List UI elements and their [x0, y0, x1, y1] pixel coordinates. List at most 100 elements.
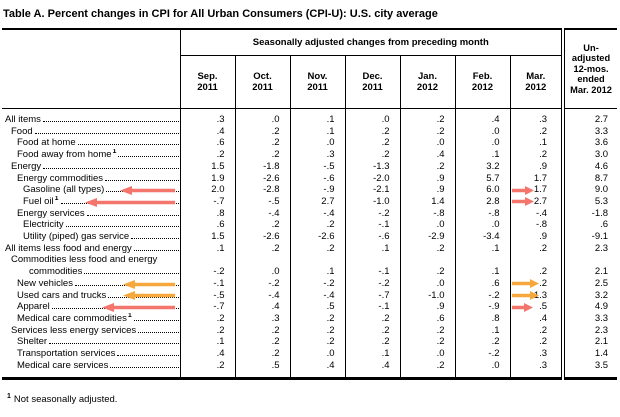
value-jan-2012: .2	[399, 125, 455, 138]
value-jan-2012: .9	[399, 301, 455, 313]
col-header-jan-2012: Jan. 2012	[399, 55, 455, 109]
value-oct-2011: -2.6	[234, 172, 290, 185]
table-row: Energy services .8 -.4 -.4 -.2 -.8 -.8 -.4 -1.8	[2, 207, 618, 220]
value-feb-2012: -3.4	[454, 231, 510, 243]
value-dec-2011: -2.0	[344, 172, 400, 185]
row-label: Services less energy services	[2, 325, 180, 337]
value-oct-2011: .0	[234, 108, 290, 126]
value-jan-2012: .2	[399, 336, 455, 349]
row-label: Commodities less food and energy commodit…	[2, 254, 180, 277]
value-oct-2011: .2	[234, 219, 290, 232]
value-nov-2011: .5	[289, 301, 345, 313]
value-unadjusted-12mo: -9.1	[561, 231, 618, 243]
value-dec-2011: .2	[344, 125, 400, 138]
value-jan-2012: -.8	[399, 207, 455, 220]
value-dec-2011: -.7	[344, 289, 400, 302]
value-oct-2011: .2	[234, 125, 290, 138]
value-sep-2011: -.7	[179, 301, 235, 313]
value-mar-2012: .3	[509, 348, 564, 360]
value-sep-2011: -.5	[179, 289, 235, 302]
value-dec-2011: -.6	[344, 231, 400, 243]
value-mar-2012: .3	[509, 359, 564, 379]
table-row: Services less energy services .2.2.2.2.2.…	[2, 324, 618, 337]
value-unadjusted-12mo: 2.3	[561, 324, 618, 337]
footnote-ref: 1	[54, 195, 59, 202]
value-feb-2012: .1	[454, 149, 510, 161]
table-row: Transportation services .4.2.0.1.0 -.2.3 1.…	[2, 348, 618, 360]
value-mar-2012: .2	[509, 336, 564, 349]
value-mar-2012: .2	[509, 254, 564, 278]
row-label: Food away from home1	[2, 149, 180, 161]
value-unadjusted-12mo: 1.4	[561, 348, 618, 360]
value-unadjusted-12mo: 2.7	[561, 108, 618, 126]
value-nov-2011: -.2	[289, 277, 345, 290]
row-label: Electricity	[2, 219, 180, 231]
value-mar-2012: -.4	[509, 207, 564, 220]
value-sep-2011: .6	[179, 137, 235, 150]
table-row: Food .4.2.1.2.2.0.2 3.3	[2, 125, 618, 138]
value-jan-2012: .0	[399, 277, 455, 290]
table-row: Used cars and trucks -.5 -.4 -.4 -.7 -1.0 -.2 1…	[2, 289, 618, 302]
row-label: Medical care services	[2, 360, 180, 379]
dot-leader	[105, 179, 179, 181]
value-dec-2011: .2	[344, 324, 400, 337]
value-dec-2011: -.1	[344, 301, 400, 313]
value-oct-2011: .2	[234, 324, 290, 337]
value-unadjusted-12mo: 3.0	[561, 149, 618, 161]
value-mar-2012: .2	[509, 242, 564, 255]
value-oct-2011: -2.6	[234, 231, 290, 243]
table-row: All items .3.0.1.0.2.4.3 2.7	[2, 108, 618, 126]
value-mar-2012: .2	[509, 324, 564, 337]
row-label: All items less food and energy	[2, 243, 180, 255]
table-row: Gasoline (all types) 2.0 -2.8 -.9 -2.1.9 6.0 1…	[2, 184, 618, 196]
value-mar-2012: .4	[509, 312, 564, 325]
value-unadjusted-12mo: 2.1	[561, 336, 618, 349]
value-jan-2012: .9	[399, 172, 455, 185]
table-title: Table A. Percent changes in CPI for All …	[3, 8, 438, 20]
value-dec-2011: .2	[344, 312, 400, 325]
value-feb-2012: .8	[454, 312, 510, 325]
value-jan-2012: .4	[399, 149, 455, 161]
value-nov-2011: .0	[289, 348, 345, 360]
value-jan-2012: .2	[399, 254, 455, 278]
value-feb-2012: .6	[454, 277, 510, 290]
dot-leader	[49, 343, 179, 345]
value-dec-2011: .1	[344, 242, 400, 255]
dot-leader	[34, 132, 179, 134]
value-unadjusted-12mo: 3.6	[561, 137, 618, 150]
value-feb-2012: .2	[454, 336, 510, 349]
value-sep-2011: 1.9	[179, 172, 235, 185]
value-sep-2011: 1.5	[179, 160, 235, 173]
footnote-marker: 1	[7, 393, 11, 401]
red-arrow-right-icon	[511, 197, 534, 207]
table-row: Electricity .6.2.2 -.1.0.0 -.8.6	[2, 219, 618, 232]
row-label: Shelter	[2, 336, 180, 348]
value-mar-2012: .9	[509, 160, 564, 173]
value-oct-2011: .2	[234, 242, 290, 255]
table-row: Energy commodities 1.9 -2.6 -.6 -2.0.9 5.7 1.7…	[2, 172, 618, 185]
row-label: Transportation services	[2, 348, 180, 360]
value-nov-2011: .4	[289, 359, 345, 379]
value-nov-2011: -.4	[289, 289, 345, 302]
value-jan-2012: .2	[399, 359, 455, 379]
value-unadjusted-12mo: 3.5	[561, 359, 618, 379]
orange-arrow-left-icon	[122, 291, 175, 301]
value-feb-2012: .1	[454, 324, 510, 337]
col-header-dec-2011: Dec. 2011	[344, 55, 400, 109]
row-label: Gasoline (all types)	[2, 184, 180, 196]
value-jan-2012: -1.0	[399, 289, 455, 302]
value-nov-2011: .1	[289, 108, 345, 126]
table-row: Medical care commodities1.2.3.2.2.6.8.4 3…	[2, 312, 618, 325]
dot-leader	[86, 214, 179, 216]
orange-arrow-right-icon	[511, 291, 539, 301]
value-feb-2012: .0	[454, 137, 510, 150]
red-arrow-left-icon	[101, 302, 175, 312]
row-label: All items	[2, 109, 180, 126]
table-row: Food at home .6.2.0.2.0.0.1 3.6	[2, 137, 618, 150]
value-sep-2011: 2.0	[179, 184, 235, 196]
value-unadjusted-12mo: 3.3	[561, 125, 618, 138]
value-unadjusted-12mo: 3.3	[561, 312, 618, 325]
table-row: Fuel oil1 -.7 -.5 2.7 -1.0 1.4 2.8 2.7 5.3	[2, 195, 618, 208]
value-nov-2011: -.9	[289, 184, 345, 196]
value-oct-2011: .2	[234, 336, 290, 349]
